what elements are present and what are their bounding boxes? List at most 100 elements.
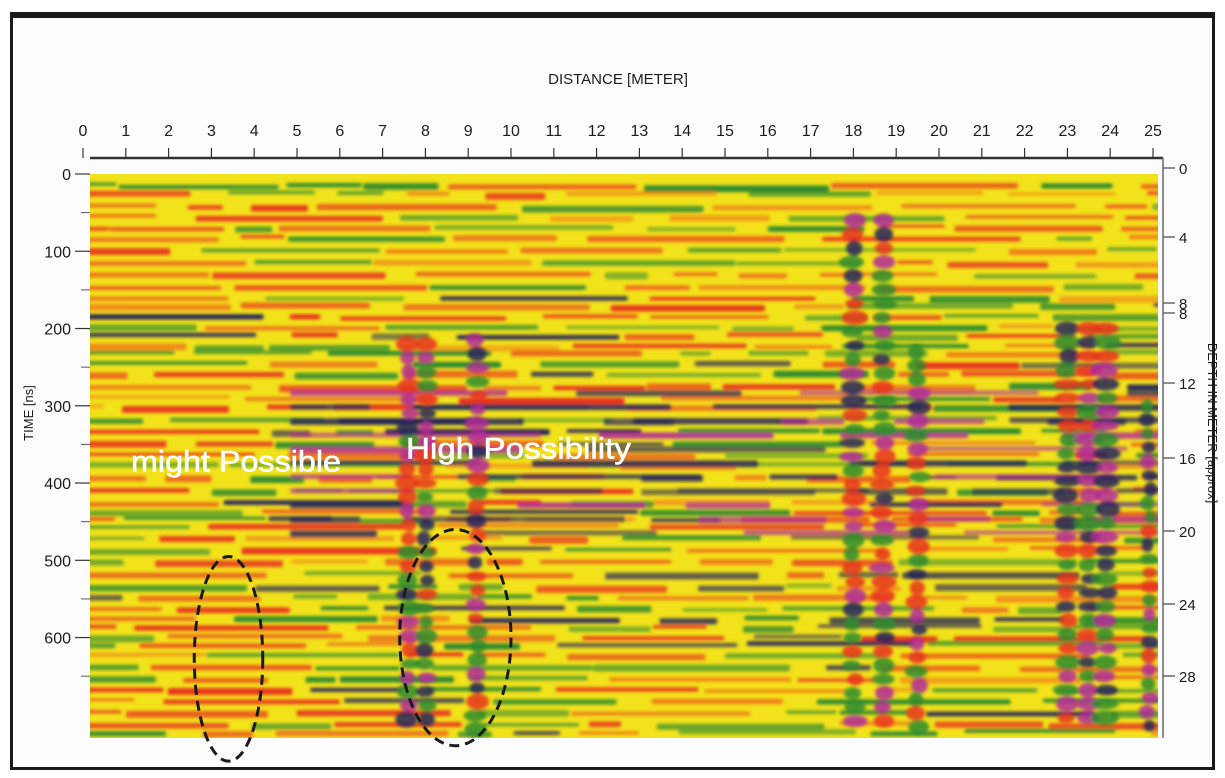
band-segment	[567, 654, 706, 661]
band-segment	[90, 418, 144, 424]
band-segment	[290, 502, 414, 509]
band-segment	[373, 260, 532, 266]
anomaly-blob	[1056, 503, 1081, 515]
band-segment	[90, 429, 260, 434]
anomaly-blob	[908, 344, 925, 360]
anomaly-blob	[1094, 335, 1122, 350]
band-segment	[286, 182, 362, 188]
band-segment	[572, 343, 747, 349]
band-segment	[90, 687, 164, 693]
band-segment	[734, 474, 767, 481]
anomaly-blob	[840, 380, 865, 394]
band-segment	[929, 296, 1050, 303]
band-segment	[90, 698, 135, 702]
x-tick-label: 12	[588, 123, 606, 140]
band-segment	[90, 643, 116, 649]
band-segment	[290, 474, 410, 479]
x-tick-label: 22	[1016, 123, 1034, 140]
band-segment	[90, 440, 167, 448]
band-segment	[669, 214, 770, 222]
anomaly-blob	[873, 366, 896, 381]
anomaly-blob	[841, 490, 867, 507]
anomaly-blob	[907, 538, 930, 555]
right-tick-label: 12	[1179, 376, 1196, 393]
anomaly-blob	[1055, 532, 1077, 543]
anomaly-blob	[874, 242, 894, 255]
band-segment	[598, 432, 774, 439]
anomaly-blob	[1138, 704, 1155, 719]
anomaly-blob	[1143, 607, 1156, 622]
band-segment	[536, 585, 668, 593]
anomaly-blob	[394, 475, 419, 491]
band-segment	[90, 296, 229, 301]
anomaly-blob	[414, 657, 435, 670]
band-segment	[994, 617, 1065, 622]
band-segment	[1104, 350, 1158, 355]
anomaly-blob	[873, 644, 893, 659]
band-segment	[947, 262, 1049, 268]
band-segment	[698, 516, 827, 524]
band-segment	[195, 441, 274, 447]
anomaly-blob	[398, 434, 422, 449]
right-tick-label: 20	[1179, 524, 1196, 541]
band-segment	[1019, 666, 1158, 673]
anomaly-blob	[843, 282, 864, 298]
band-segment	[90, 607, 162, 611]
anomaly-blob	[1140, 524, 1157, 538]
x-tick-label: 0	[79, 123, 88, 140]
anomaly-blob	[870, 534, 894, 546]
x-tick-label: 5	[293, 123, 302, 140]
band-segment	[290, 530, 378, 538]
x-tick-label: 3	[207, 123, 216, 140]
anomaly-blob	[906, 706, 926, 721]
band-segment	[769, 474, 838, 480]
band-segment	[90, 286, 222, 290]
anomaly-blob	[470, 639, 487, 653]
annotations: might Possible High Possibility	[131, 432, 631, 763]
anomaly-blob	[875, 435, 895, 451]
anomaly-blob	[1077, 392, 1101, 404]
band-segment	[90, 536, 145, 540]
anomaly-blob	[1078, 587, 1102, 598]
band-segment	[1041, 183, 1113, 189]
band-segment	[993, 626, 1071, 633]
anomaly-blob	[1077, 445, 1098, 462]
anomaly-blob	[873, 421, 896, 437]
band-segment	[316, 204, 497, 211]
radargram-image	[90, 174, 1158, 738]
anomaly-blob	[908, 526, 930, 539]
anomaly-blob	[1076, 628, 1099, 641]
band-segment	[206, 653, 400, 657]
band-segment	[109, 226, 225, 232]
anomaly-blob	[418, 461, 434, 477]
x-tick-label: 24	[1101, 123, 1119, 140]
band-segment	[403, 440, 544, 448]
anomaly-blob	[466, 362, 490, 374]
band-segment	[176, 607, 290, 614]
band-segment	[90, 372, 128, 379]
band-segment	[275, 730, 449, 737]
band-segment	[399, 214, 519, 221]
anomaly-blob	[1058, 669, 1077, 683]
band-segment	[646, 383, 712, 391]
band-segment	[624, 334, 695, 341]
anomaly-blob	[468, 556, 483, 570]
anomaly-blob	[1079, 488, 1101, 503]
band-segment	[926, 711, 1095, 717]
band-segment	[516, 418, 613, 423]
band-segment	[291, 560, 368, 564]
band-segment	[917, 446, 1128, 451]
anomaly-blob	[875, 631, 895, 644]
anomaly-blob	[1053, 378, 1082, 390]
anomaly-blob	[399, 629, 422, 643]
anomaly-blob	[907, 569, 927, 580]
band-segment	[578, 731, 639, 735]
anomaly-blob	[1092, 432, 1119, 448]
anomaly-blob	[1098, 517, 1116, 529]
band-segment	[371, 333, 430, 340]
anomaly-blob	[467, 346, 487, 362]
band-segment	[881, 665, 981, 672]
anomaly-blob	[470, 584, 486, 597]
anomaly-blob	[909, 636, 925, 651]
band-segment	[624, 285, 691, 290]
